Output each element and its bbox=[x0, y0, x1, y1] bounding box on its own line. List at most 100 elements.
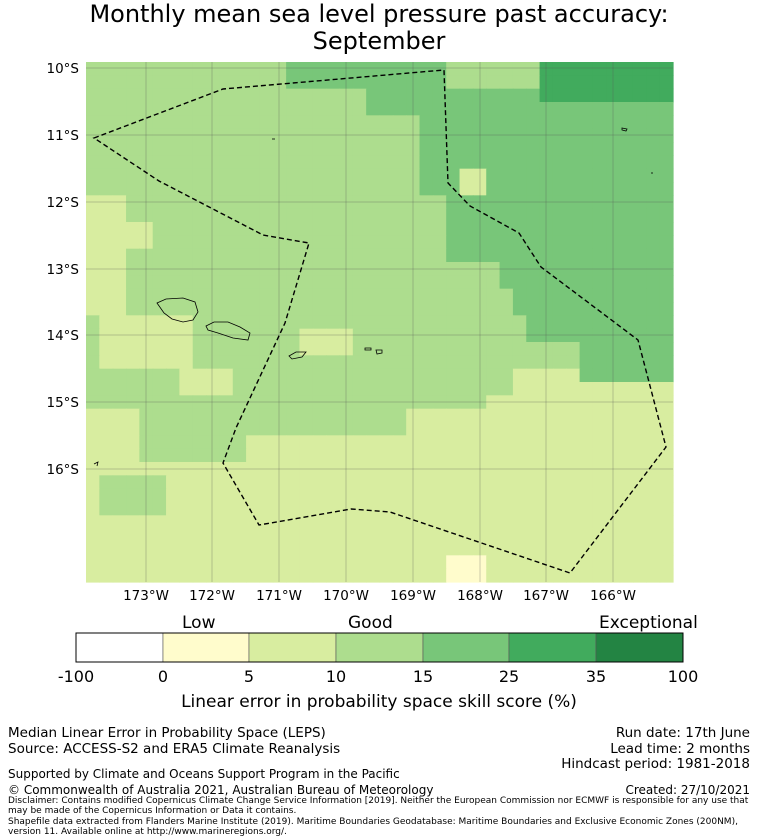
skill-cell bbox=[512, 555, 527, 570]
skill-cell bbox=[299, 128, 314, 143]
skill-cell bbox=[392, 528, 407, 543]
skill-cell bbox=[219, 568, 234, 583]
skill-cell bbox=[392, 142, 407, 156]
islands bbox=[93, 127, 653, 467]
skill-cell bbox=[606, 408, 621, 423]
skill-cell bbox=[286, 315, 301, 330]
skill-cell bbox=[352, 155, 367, 170]
skill-cell bbox=[219, 75, 234, 90]
skill-cell bbox=[326, 275, 341, 290]
skill-cell bbox=[539, 182, 554, 196]
skill-cell bbox=[126, 248, 140, 263]
skill-cell bbox=[352, 395, 367, 410]
skill-cell bbox=[139, 542, 154, 556]
skill-cell bbox=[352, 368, 367, 383]
skill-cell bbox=[499, 235, 514, 250]
skill-cell bbox=[432, 168, 447, 183]
skill-cell bbox=[366, 368, 381, 383]
skill-cell bbox=[286, 382, 301, 396]
skill-cell bbox=[112, 102, 127, 116]
skill-cell bbox=[139, 315, 154, 330]
skill-cell bbox=[392, 88, 407, 103]
skill-cell bbox=[619, 128, 634, 143]
skill-cell bbox=[299, 382, 314, 396]
skill-cell bbox=[379, 515, 394, 530]
skill-cell bbox=[112, 168, 127, 183]
skill-cell bbox=[352, 115, 367, 130]
skill-cell bbox=[192, 382, 207, 396]
skill-cell bbox=[179, 502, 194, 516]
skill-cell bbox=[419, 408, 434, 423]
skill-cell bbox=[112, 355, 127, 370]
skill-cell bbox=[272, 168, 287, 183]
skill-cell bbox=[219, 62, 234, 76]
skill-cell bbox=[259, 248, 274, 263]
skill-cell bbox=[526, 422, 541, 436]
skill-cell bbox=[419, 62, 434, 76]
skill-cell bbox=[299, 355, 314, 370]
skill-cell bbox=[499, 475, 514, 490]
skill-cell bbox=[592, 542, 607, 556]
skill-cell bbox=[432, 115, 447, 130]
skill-cell bbox=[526, 235, 541, 250]
skill-cell bbox=[499, 88, 514, 103]
skill-cell bbox=[299, 488, 314, 503]
skill-cell bbox=[139, 355, 154, 370]
skill-cell bbox=[126, 355, 140, 370]
skill-cell bbox=[246, 88, 261, 103]
skill-cell bbox=[606, 568, 621, 583]
skill-cell bbox=[432, 502, 447, 516]
skill-cell bbox=[446, 235, 461, 250]
skill-cell bbox=[632, 528, 647, 543]
skill-map: 10°S11°S12°S13°S14°S15°S16°S 173°W 172°W 1… bbox=[47, 61, 674, 604]
skill-cell bbox=[619, 182, 634, 196]
skill-cell bbox=[552, 342, 567, 356]
skill-cell bbox=[392, 75, 407, 90]
skill-cell bbox=[392, 342, 407, 356]
skill-cell bbox=[619, 62, 634, 76]
skill-cell bbox=[326, 168, 341, 183]
skill-cell bbox=[459, 168, 474, 183]
skill-cell bbox=[139, 382, 154, 396]
skill-cell bbox=[272, 155, 287, 170]
skill-cell bbox=[326, 542, 341, 556]
skill-cell bbox=[512, 128, 527, 143]
skill-cell bbox=[232, 475, 247, 490]
skill-cell bbox=[366, 75, 381, 90]
skill-cell bbox=[326, 568, 341, 583]
skill-cell bbox=[152, 195, 167, 210]
skill-cell bbox=[152, 102, 167, 116]
skill-cell bbox=[246, 422, 261, 436]
skill-cell bbox=[512, 62, 527, 76]
skill-cell bbox=[646, 288, 661, 303]
skill-cell bbox=[246, 355, 261, 370]
skill-cell bbox=[646, 222, 661, 236]
skill-cell bbox=[112, 408, 127, 423]
skill-cell bbox=[646, 568, 661, 583]
skill-cell bbox=[432, 382, 447, 396]
skill-cell bbox=[152, 422, 167, 436]
skill-cell bbox=[646, 408, 661, 423]
skill-cell bbox=[619, 142, 634, 156]
skill-cell bbox=[606, 208, 621, 223]
skill-cell bbox=[232, 142, 247, 156]
skill-cell bbox=[139, 488, 154, 503]
skill-cell bbox=[592, 342, 607, 356]
skill-cell bbox=[539, 168, 554, 183]
skill-cell bbox=[552, 102, 567, 116]
skill-cell bbox=[206, 62, 221, 76]
skill-cell bbox=[139, 62, 154, 76]
skill-cell bbox=[659, 168, 674, 183]
skill-cell bbox=[459, 302, 474, 316]
skill-cell bbox=[539, 502, 554, 516]
colorbar-tick: 10 bbox=[325, 667, 347, 686]
skill-cell bbox=[126, 475, 140, 490]
skill-cell bbox=[126, 302, 140, 316]
skill-cell bbox=[246, 128, 261, 143]
skill-cell bbox=[552, 75, 567, 90]
skill-cell bbox=[286, 502, 301, 516]
skill-cell bbox=[446, 568, 461, 583]
skill-cell bbox=[512, 435, 527, 450]
skill-cell bbox=[339, 248, 354, 263]
skill-cell bbox=[379, 368, 394, 383]
